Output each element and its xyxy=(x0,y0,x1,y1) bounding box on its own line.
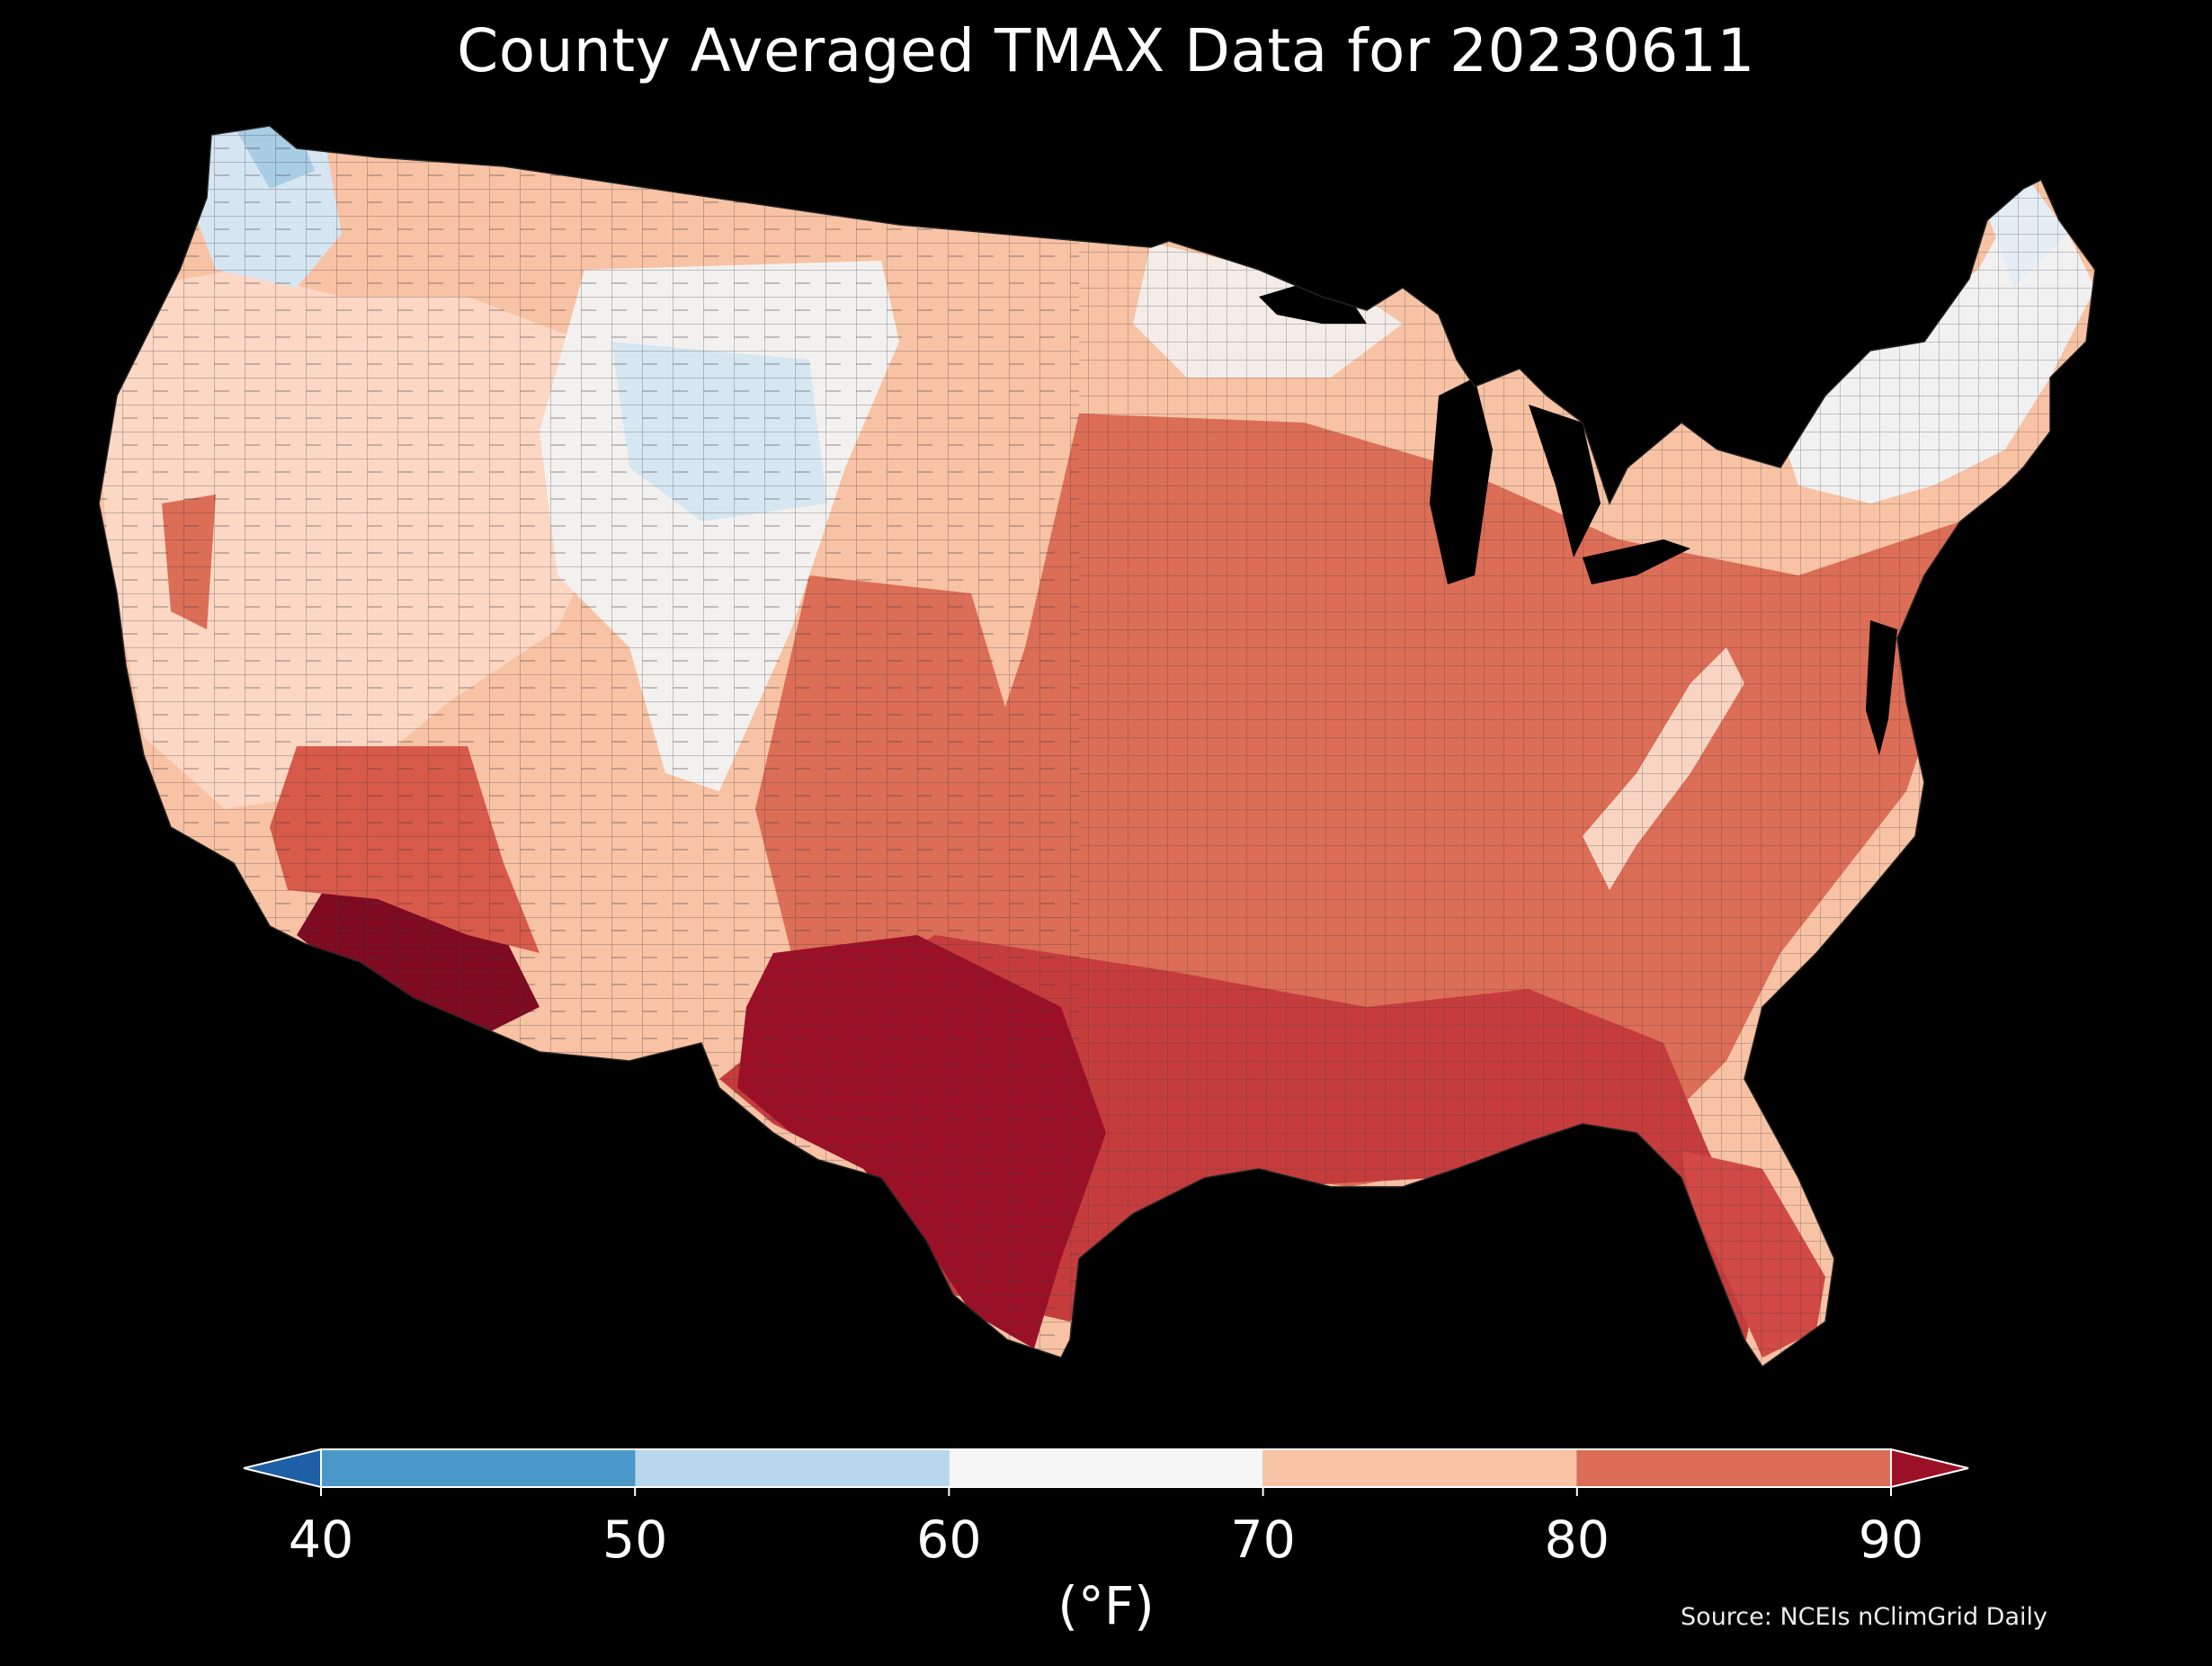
lake-michigan xyxy=(1430,378,1493,584)
lake-huron xyxy=(1529,405,1601,557)
colorbar-tick-label: 90 xyxy=(1858,1510,1924,1570)
colorbar-tick-label: 50 xyxy=(602,1510,668,1570)
colorbar-tick-label: 70 xyxy=(1230,1510,1296,1570)
colorbar-tick-label: 40 xyxy=(288,1510,354,1570)
colorbar-bin xyxy=(635,1449,950,1487)
colorbar-bin xyxy=(1576,1449,1891,1487)
colorbar-under-arrow xyxy=(243,1448,322,1489)
colorbar-tick-label: 60 xyxy=(916,1510,982,1570)
colorbar-bin xyxy=(321,1449,636,1487)
lake-superior xyxy=(1259,286,1367,324)
colorbar-tick-label: 80 xyxy=(1544,1510,1610,1570)
colorbar-bin xyxy=(1262,1449,1577,1487)
map-title: County Averaged TMAX Data for 20230611 xyxy=(457,16,1755,85)
colorbar-unit-label: (°F) xyxy=(1057,1575,1155,1636)
colorbar-frame xyxy=(320,1448,1892,1488)
chesapeake-bay xyxy=(1866,620,1897,755)
colorbar-over-arrow xyxy=(1890,1448,1969,1489)
lake-erie xyxy=(1583,539,1690,584)
colorbar-bin xyxy=(949,1449,1263,1487)
source-credit: Source: NCEIs nClimGrid Daily xyxy=(1681,1603,2047,1631)
